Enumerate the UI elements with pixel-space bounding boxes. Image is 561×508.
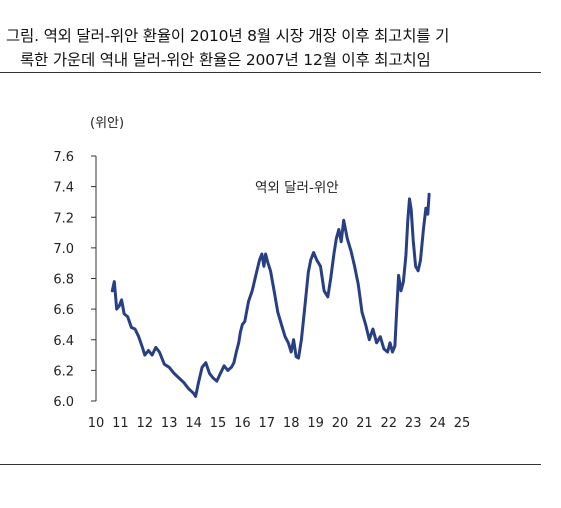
x-tick-label: 18 <box>283 416 300 431</box>
chart-series <box>110 192 431 398</box>
y-tick-label: 6.0 <box>53 395 74 410</box>
figure-caption: 그림. 역외 달러-위안 환율이 2010년 8월 시장 개장 이후 최고치를 … <box>6 24 551 72</box>
caption-line-2: 록한 가운데 역내 달러-위안 환율은 2007년 12월 이후 최고치임 <box>20 51 431 69</box>
y-tick-label: 6.2 <box>53 364 74 379</box>
y-tick-label: 7.2 <box>53 211 74 226</box>
x-tick-label: 24 <box>429 416 446 431</box>
y-tick-label: 6.4 <box>53 334 74 349</box>
series-label-offshore-usdcny: 역외 달러-위안 <box>255 180 339 196</box>
x-tick-label: 25 <box>454 416 471 431</box>
x-tick-label: 10 <box>88 416 105 431</box>
y-tick-label: 7.4 <box>53 181 74 196</box>
y-tick-label: 7.6 <box>53 150 74 165</box>
x-tick-label: 17 <box>259 416 276 431</box>
x-tick-label: 11 <box>112 416 129 431</box>
x-tick-label: 13 <box>161 416 178 431</box>
x-tick-label: 23 <box>405 416 422 431</box>
caption-divider <box>0 72 541 73</box>
series-line-offshore-usdcny <box>110 192 431 398</box>
chart-axes: 6.0 6.2 6.4 6.6 6.8 7.0 7.2 7.4 7.6 10 11 12 13 14 15 1… <box>53 150 470 431</box>
x-tick-label: 15 <box>210 416 227 431</box>
x-tick-label: 16 <box>234 416 251 431</box>
y-tick-label: 6.6 <box>53 303 74 318</box>
x-tick-label: 14 <box>185 416 202 431</box>
x-tick-label: 12 <box>137 416 154 431</box>
y-tick-label: 6.8 <box>53 273 74 288</box>
caption-line-1: 그림. 역외 달러-위안 환율이 2010년 8월 시장 개장 이후 최고치를 … <box>6 27 450 45</box>
y-axis-unit-label: (위안) <box>90 116 124 131</box>
y-tick-label: 7.0 <box>53 242 74 257</box>
x-tick-label: 21 <box>356 416 373 431</box>
x-tick-label: 22 <box>381 416 398 431</box>
bottom-divider <box>0 464 541 465</box>
x-tick-label: 19 <box>307 416 324 431</box>
x-tick-label: 20 <box>332 416 349 431</box>
